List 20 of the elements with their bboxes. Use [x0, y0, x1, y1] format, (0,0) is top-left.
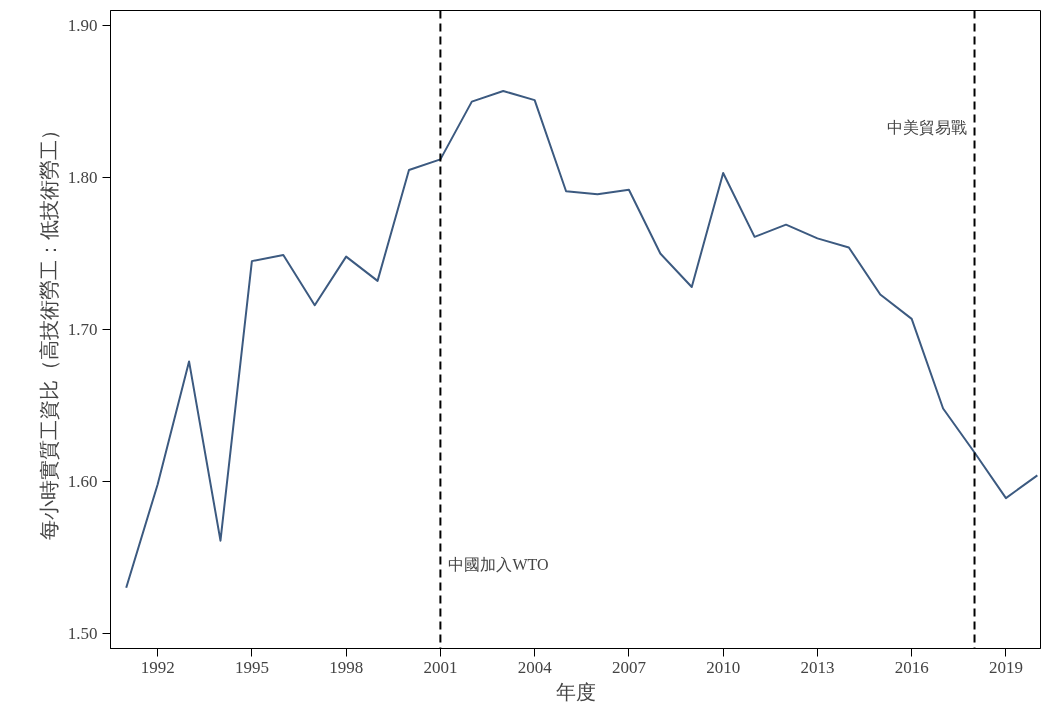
x-tick-label: 1995 [234, 657, 269, 677]
x-tick-label: 1998 [329, 657, 364, 677]
x-tick-label: 1992 [140, 657, 175, 677]
y-axis-title: 每小時實質工資比（高技術勞工：低技術勞工） [37, 119, 60, 540]
y-tick-label: 1.50 [67, 623, 98, 643]
y-tick-label: 1.70 [67, 320, 98, 339]
line-series [125, 90, 1039, 589]
y-tick-label: 1.60 [67, 471, 98, 491]
annotation: 中國加入WTO [448, 556, 549, 574]
x-axis-title: 年度 [555, 680, 596, 703]
x-tick-label: 2016 [894, 657, 929, 677]
x-tick-label: 2007 [611, 657, 647, 677]
annotation: 中美貿易戰 [886, 118, 967, 136]
x-tick-label: 2010 [706, 657, 741, 677]
x-tick-label: 2001 [423, 657, 458, 677]
y-tick-label: 1.80 [67, 168, 98, 188]
x-tick-label: 2013 [800, 657, 835, 677]
x-tick-label: 2004 [517, 657, 553, 677]
y-tick-label: 1.90 [67, 16, 98, 36]
x-tick-label: 2019 [988, 657, 1023, 677]
